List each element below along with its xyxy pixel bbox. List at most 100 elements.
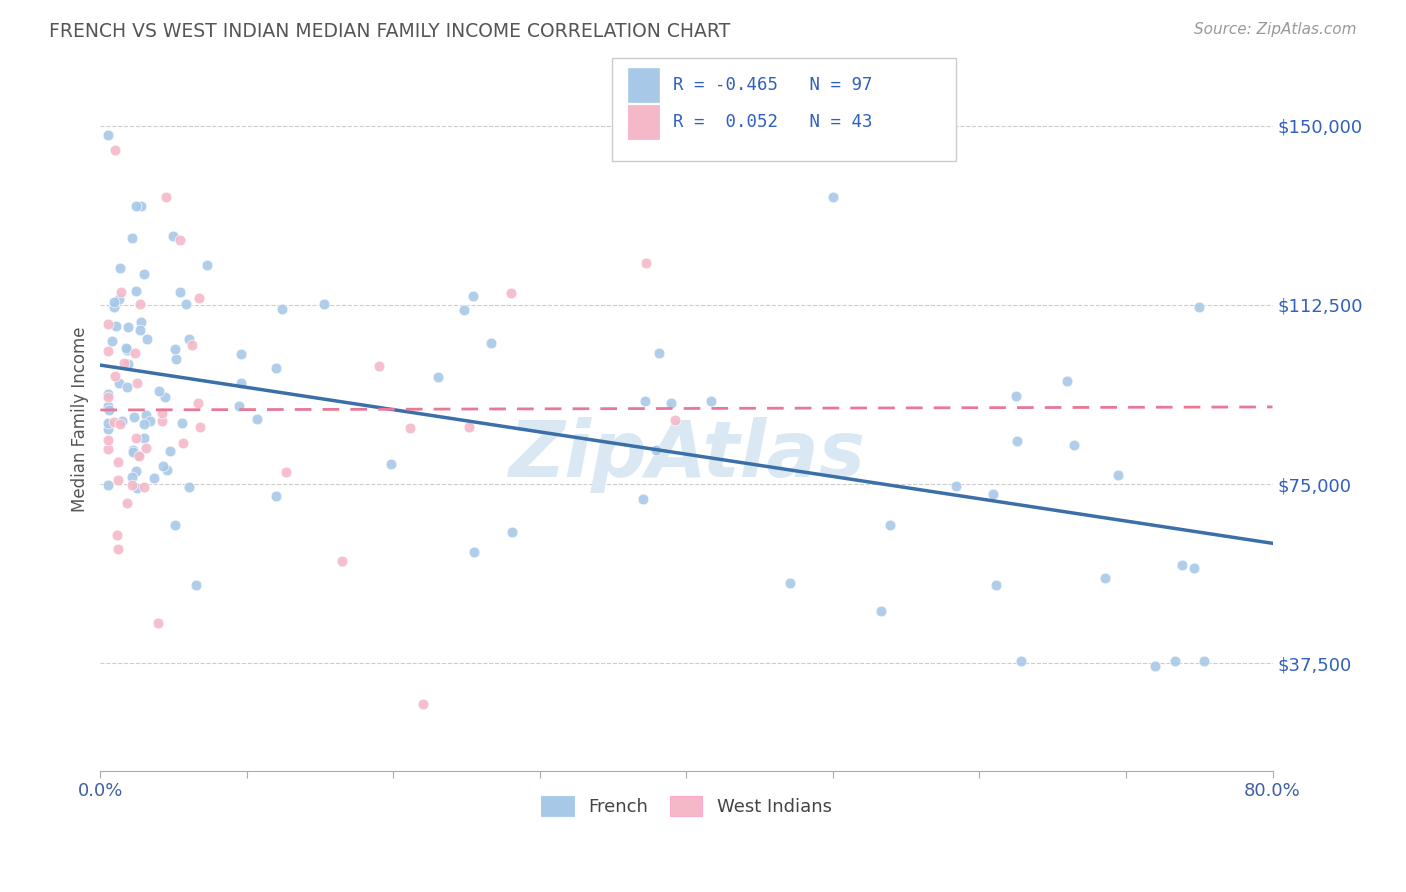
Point — [127, 448, 149, 462]
Point — [150, 406, 173, 420]
Legend: French, West Indians: French, West Indians — [533, 787, 841, 825]
Point — [132, 417, 155, 431]
Point — [107, 455, 129, 469]
Point — [165, 351, 187, 366]
Point — [97, 390, 120, 404]
Point — [1188, 301, 1211, 315]
Point — [115, 341, 138, 355]
Point — [172, 436, 194, 450]
Point — [124, 346, 146, 360]
Point — [128, 449, 150, 463]
Point — [103, 415, 125, 429]
Point — [231, 347, 253, 361]
Point — [1144, 658, 1167, 673]
Point — [644, 443, 666, 458]
Point — [986, 578, 1008, 592]
Point — [229, 376, 252, 391]
Point — [132, 267, 155, 281]
Point — [412, 697, 434, 711]
Point — [111, 414, 134, 428]
Point — [110, 261, 132, 276]
Point — [195, 258, 218, 272]
Point — [184, 578, 207, 592]
Point — [1164, 654, 1187, 668]
Point — [659, 396, 682, 410]
Point — [107, 474, 129, 488]
Point — [162, 228, 184, 243]
Point — [139, 414, 162, 428]
Point — [264, 489, 287, 503]
Point — [101, 334, 124, 348]
Point — [330, 554, 353, 568]
Point — [117, 380, 139, 394]
Point — [97, 386, 120, 401]
Point — [97, 403, 120, 417]
Point — [97, 478, 120, 492]
Point — [104, 318, 127, 333]
Point — [97, 422, 120, 436]
Point — [136, 332, 159, 346]
Point — [121, 443, 143, 458]
Point — [156, 463, 179, 477]
Point — [121, 231, 143, 245]
Point — [103, 300, 125, 314]
Point — [367, 359, 389, 373]
Point — [125, 431, 148, 445]
Point — [122, 445, 145, 459]
Point — [177, 480, 200, 494]
Point — [870, 604, 893, 618]
Point — [631, 491, 654, 506]
Point — [125, 199, 148, 213]
Point — [246, 412, 269, 426]
Point — [97, 434, 120, 448]
Point — [426, 369, 449, 384]
Point — [945, 478, 967, 492]
Point — [135, 442, 157, 456]
Point — [463, 545, 485, 559]
Point — [457, 419, 479, 434]
Point — [399, 421, 422, 435]
Point — [271, 301, 294, 316]
Point — [188, 419, 211, 434]
Point — [177, 332, 200, 346]
Point — [97, 399, 120, 413]
Point — [163, 517, 186, 532]
Point — [135, 409, 157, 423]
Point — [1005, 389, 1028, 403]
Point — [499, 286, 522, 301]
Point — [879, 517, 901, 532]
Point — [97, 417, 120, 431]
Text: FRENCH VS WEST INDIAN MEDIAN FAMILY INCOME CORRELATION CHART: FRENCH VS WEST INDIAN MEDIAN FAMILY INCO… — [49, 22, 731, 41]
Point — [152, 458, 174, 473]
Point — [1010, 654, 1032, 668]
Point — [187, 396, 209, 410]
Point — [264, 361, 287, 376]
Point — [97, 317, 120, 331]
Point — [648, 346, 671, 360]
Point — [188, 292, 211, 306]
Point — [105, 528, 128, 542]
Point — [121, 470, 143, 484]
Point — [103, 294, 125, 309]
Point — [125, 376, 148, 391]
Point — [169, 233, 191, 247]
Point — [115, 343, 138, 357]
Point — [779, 575, 801, 590]
Point — [981, 487, 1004, 501]
Point — [634, 255, 657, 269]
Point — [181, 337, 204, 351]
Point — [108, 376, 131, 390]
Point — [380, 457, 402, 471]
Point — [132, 431, 155, 445]
Point — [453, 303, 475, 318]
Point — [1056, 375, 1078, 389]
Point — [700, 394, 723, 409]
Point — [104, 143, 127, 157]
Point — [228, 399, 250, 413]
Text: ZipAtlas: ZipAtlas — [508, 417, 865, 492]
Point — [501, 525, 523, 540]
Point — [174, 296, 197, 310]
Point — [125, 284, 148, 298]
Point — [170, 416, 193, 430]
Point — [104, 369, 127, 384]
